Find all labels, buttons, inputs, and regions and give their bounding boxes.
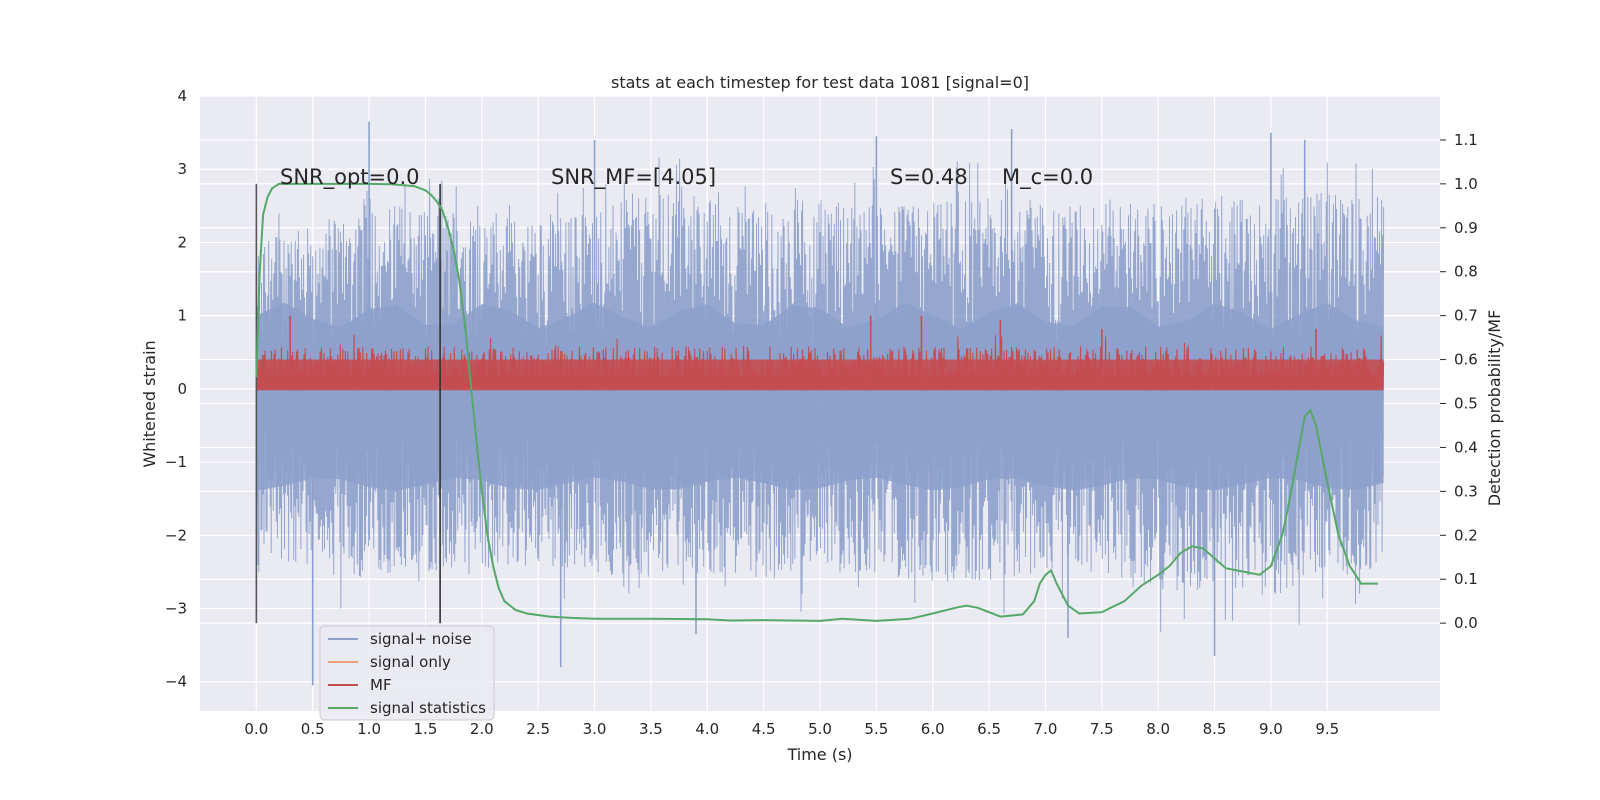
annotations: SNR_opt=0.0 SNR_MF=[4.05] S=0.48 M_c=0.0 — [280, 165, 1093, 190]
y2-tick-label-4: 0.4 — [1454, 438, 1478, 456]
annotation-mc: M_c=0.0 — [1002, 165, 1093, 190]
annotation-snr-mf: SNR_MF=[4.05] — [551, 165, 716, 190]
y-tick-label-1: −3 — [165, 600, 187, 618]
x-axis-title: Time (s) — [786, 745, 852, 764]
y2-tick-label-10: 1.0 — [1454, 175, 1478, 193]
y-tick-label-3: −1 — [165, 453, 187, 471]
signal-statistics-line — [255, 182, 1378, 622]
legend-label-signal-only: signal only — [370, 653, 451, 671]
x-tick-label-10: 5.0 — [808, 720, 832, 738]
legend-label-stats: signal statistics — [370, 699, 486, 717]
y2-tick-label-11: 1.1 — [1454, 131, 1478, 149]
y-tick-label-2: −2 — [165, 526, 187, 544]
legend: signal+ noise signal only MF signal stat… — [319, 625, 495, 721]
y2-tick-label-8: 0.8 — [1454, 263, 1478, 281]
chart-title: stats at each timestep for test data 108… — [611, 73, 1029, 92]
mf-core-band — [256, 359, 1384, 391]
y2-axis-title: Detection probability/MF — [1485, 310, 1504, 507]
x-tick-label-7: 3.5 — [639, 720, 663, 738]
x-axis-ticks: 0.0 0.5 1.0 1.5 2.0 2.5 3.0 3.5 4.0 4.5 5.0 5.5 6.0 6… — [244, 720, 1339, 738]
y-tick-label-6: 2 — [177, 233, 187, 251]
y2-tick-label-2: 0.2 — [1454, 526, 1478, 544]
x-tick-label-8: 4.0 — [695, 720, 719, 738]
y2-tick-label-3: 0.3 — [1454, 482, 1478, 500]
x-tick-label-11: 5.5 — [864, 720, 888, 738]
y-tick-label-4: 0 — [177, 380, 187, 398]
y2-tick-label-9: 0.9 — [1454, 219, 1478, 237]
x-tick-label-1: 0.5 — [301, 720, 325, 738]
y-tick-label-0: −4 — [165, 673, 187, 691]
x-tick-label-9: 4.5 — [752, 720, 776, 738]
mf-series — [255, 315, 1385, 391]
y-tick-label-8: 4 — [177, 87, 187, 105]
x-tick-label-4: 2.0 — [470, 720, 494, 738]
annotation-snr-opt: SNR_opt=0.0 — [280, 165, 420, 190]
y-axis-ticks: −4 −3 −2 −1 0 1 2 3 4 — [165, 87, 187, 691]
x-tick-label-18: 9.0 — [1259, 720, 1283, 738]
legend-label-noise: signal+ noise — [370, 630, 472, 648]
y2-axis-ticks: 0.0 0.1 0.2 0.3 0.4 0.5 0.6 0.7 0.8 0.9 1.0 1.1 — [1440, 131, 1478, 632]
legend-box — [319, 625, 495, 721]
x-tick-label-2: 1.0 — [357, 720, 381, 738]
annotation-s: S=0.48 — [890, 165, 968, 189]
y2-tick-label-7: 0.7 — [1454, 307, 1478, 325]
x-tick-label-3: 1.5 — [414, 720, 438, 738]
y-tick-label-5: 1 — [177, 307, 187, 325]
legend-label-mf: MF — [370, 676, 392, 694]
x-tick-label-12: 6.0 — [921, 720, 945, 738]
y-tick-label-7: 3 — [177, 160, 187, 178]
x-tick-label-5: 2.5 — [526, 720, 550, 738]
y-axis-title: Whitened strain — [140, 340, 159, 467]
x-tick-label-13: 6.5 — [977, 720, 1001, 738]
x-tick-label-15: 7.5 — [1090, 720, 1114, 738]
x-tick-label-0: 0.0 — [244, 720, 268, 738]
y2-tick-label-0: 0.0 — [1454, 614, 1478, 632]
vertical-markers — [255, 183, 441, 624]
x-tick-label-14: 7.0 — [1034, 720, 1058, 738]
signal-statistics-series — [255, 182, 1378, 622]
x-tick-label-16: 8.0 — [1146, 720, 1170, 738]
x-tick-label-17: 8.5 — [1203, 720, 1227, 738]
x-tick-label-19: 9.5 — [1315, 720, 1339, 738]
x-tick-label-6: 3.0 — [583, 720, 607, 738]
y2-tick-label-5: 0.5 — [1454, 395, 1478, 413]
y2-tick-label-6: 0.6 — [1454, 351, 1478, 369]
y2-tick-label-1: 0.1 — [1454, 570, 1478, 588]
